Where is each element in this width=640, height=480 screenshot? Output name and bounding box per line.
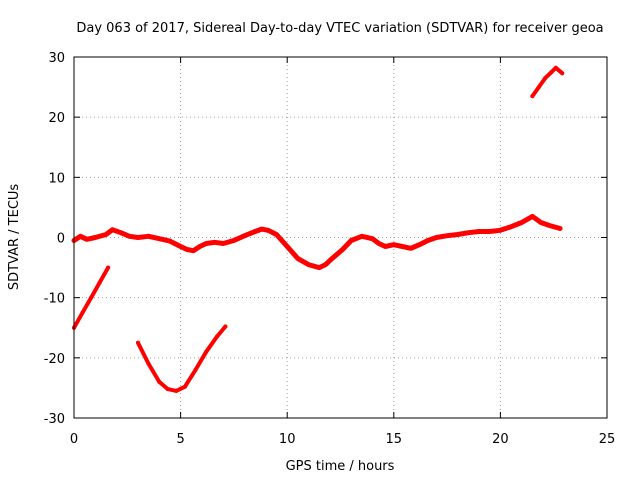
data-point [383,244,388,249]
y-tick-label: -10 [44,292,65,307]
data-point [547,223,552,228]
data-point [558,226,563,231]
data-point [538,220,543,225]
data-point [306,262,311,267]
data-point [80,310,85,315]
data-point [204,241,209,246]
data-point [455,232,460,237]
data-series [71,65,565,393]
data-point [191,248,196,253]
y-tick-label: 0 [57,232,65,247]
data-point [136,340,140,345]
data-point [146,234,151,239]
data-point [174,388,179,393]
data-point [417,242,422,247]
data-point [97,280,102,285]
data-point [543,76,548,81]
y-tick-label: 30 [48,51,65,66]
data-point [560,71,565,76]
data-point [127,234,132,239]
data-point [89,295,94,300]
data-point [549,70,554,74]
data-point [466,230,471,235]
data-point [78,234,83,239]
y-tick-label: -20 [44,352,65,367]
data-point [259,227,264,232]
data-point [157,379,162,384]
x-tick-label: 20 [492,432,509,447]
data-point [182,384,187,389]
x-tick-label: 5 [176,432,184,447]
data-point [84,237,89,242]
data-point [400,244,405,249]
data-point [266,228,270,233]
data-point [391,242,396,247]
data-point [285,244,290,249]
series-segment-late-rise [530,65,565,99]
data-point [212,240,217,245]
data-point [519,220,524,225]
x-tick-label: 25 [599,432,616,447]
series-main-band [71,213,563,271]
data-point [136,235,140,240]
x-tick-label: 0 [70,432,78,447]
x-axis-label: GPS time / hours [286,459,395,474]
data-point [434,235,439,240]
data-point [165,387,170,392]
data-point [185,247,189,252]
data-point [204,349,209,354]
x-tick-label: 15 [386,432,403,447]
data-point [498,228,503,233]
data-point [157,236,162,241]
data-point [530,214,535,219]
tick-labels: 0 5 10 15 20 25 -30 -20 -10 0 10 20 30 [44,51,616,447]
data-point [317,265,322,270]
data-point [376,241,381,246]
data-point [104,232,108,237]
data-point [477,229,482,234]
data-point [425,238,430,243]
chart-title: Day 063 of 2017, Sidereal Day-to-day VTE… [76,21,603,36]
data-point [253,229,258,234]
y-tick-label: 20 [48,111,65,126]
data-point [106,265,111,270]
data-point [221,241,226,246]
data-point [445,233,450,238]
data-point [340,247,345,252]
data-point [530,94,535,99]
data-point [242,233,247,238]
y-axis-label: SDTVAR / TECUs [7,184,22,291]
plot-frame [73,56,608,419]
y-tick-label: -30 [44,412,65,427]
data-point [93,235,98,240]
y-tick-label: 10 [48,171,65,186]
data-point [214,334,219,339]
data-point [295,256,300,261]
data-point [197,244,202,249]
data-point [370,236,375,241]
data-point [359,234,364,239]
data-point [536,85,541,90]
data-point [167,239,172,244]
data-point [110,227,115,232]
series-segment-dip [136,324,228,393]
data-point [231,238,236,243]
data-point [349,238,354,243]
data-point [509,224,514,229]
data-point [408,246,413,251]
data-point [146,361,151,366]
data-point [323,262,328,267]
data-point [274,232,279,237]
data-point [223,324,228,329]
data-point [553,65,558,70]
data-point [193,367,198,372]
data-point [487,229,492,234]
x-tick-label: 10 [279,432,296,447]
data-point [178,244,183,249]
data-point [118,230,123,235]
data-point [330,256,334,261]
